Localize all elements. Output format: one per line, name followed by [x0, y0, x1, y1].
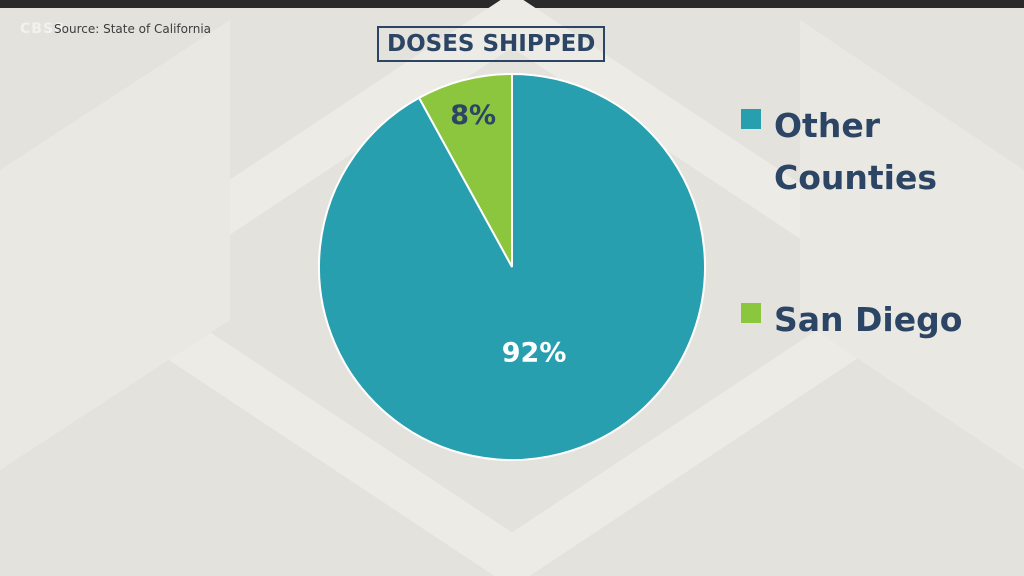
legend-label-san-diego: San Diego: [774, 300, 963, 339]
pie-slice-other-counties: [318, 72, 706, 461]
legend-swatch-san-diego: [741, 303, 761, 323]
legend-item-san-diego: San Diego: [741, 294, 964, 346]
pie-label-san-diego: 8%: [450, 100, 496, 131]
chart-title: DOSES SHIPPED: [377, 26, 606, 62]
source-text: Source: State of California: [54, 22, 212, 36]
pie-slice-san-diego: [417, 72, 513, 268]
legend-swatch-other-counties: [741, 109, 761, 129]
channel-watermark: CBS8: [20, 21, 65, 37]
pie-label-other-counties: 92%: [502, 337, 567, 368]
legend-label-other-counties: Other Counties: [774, 106, 937, 197]
legend-item-other-counties: Other Counties: [741, 100, 964, 204]
